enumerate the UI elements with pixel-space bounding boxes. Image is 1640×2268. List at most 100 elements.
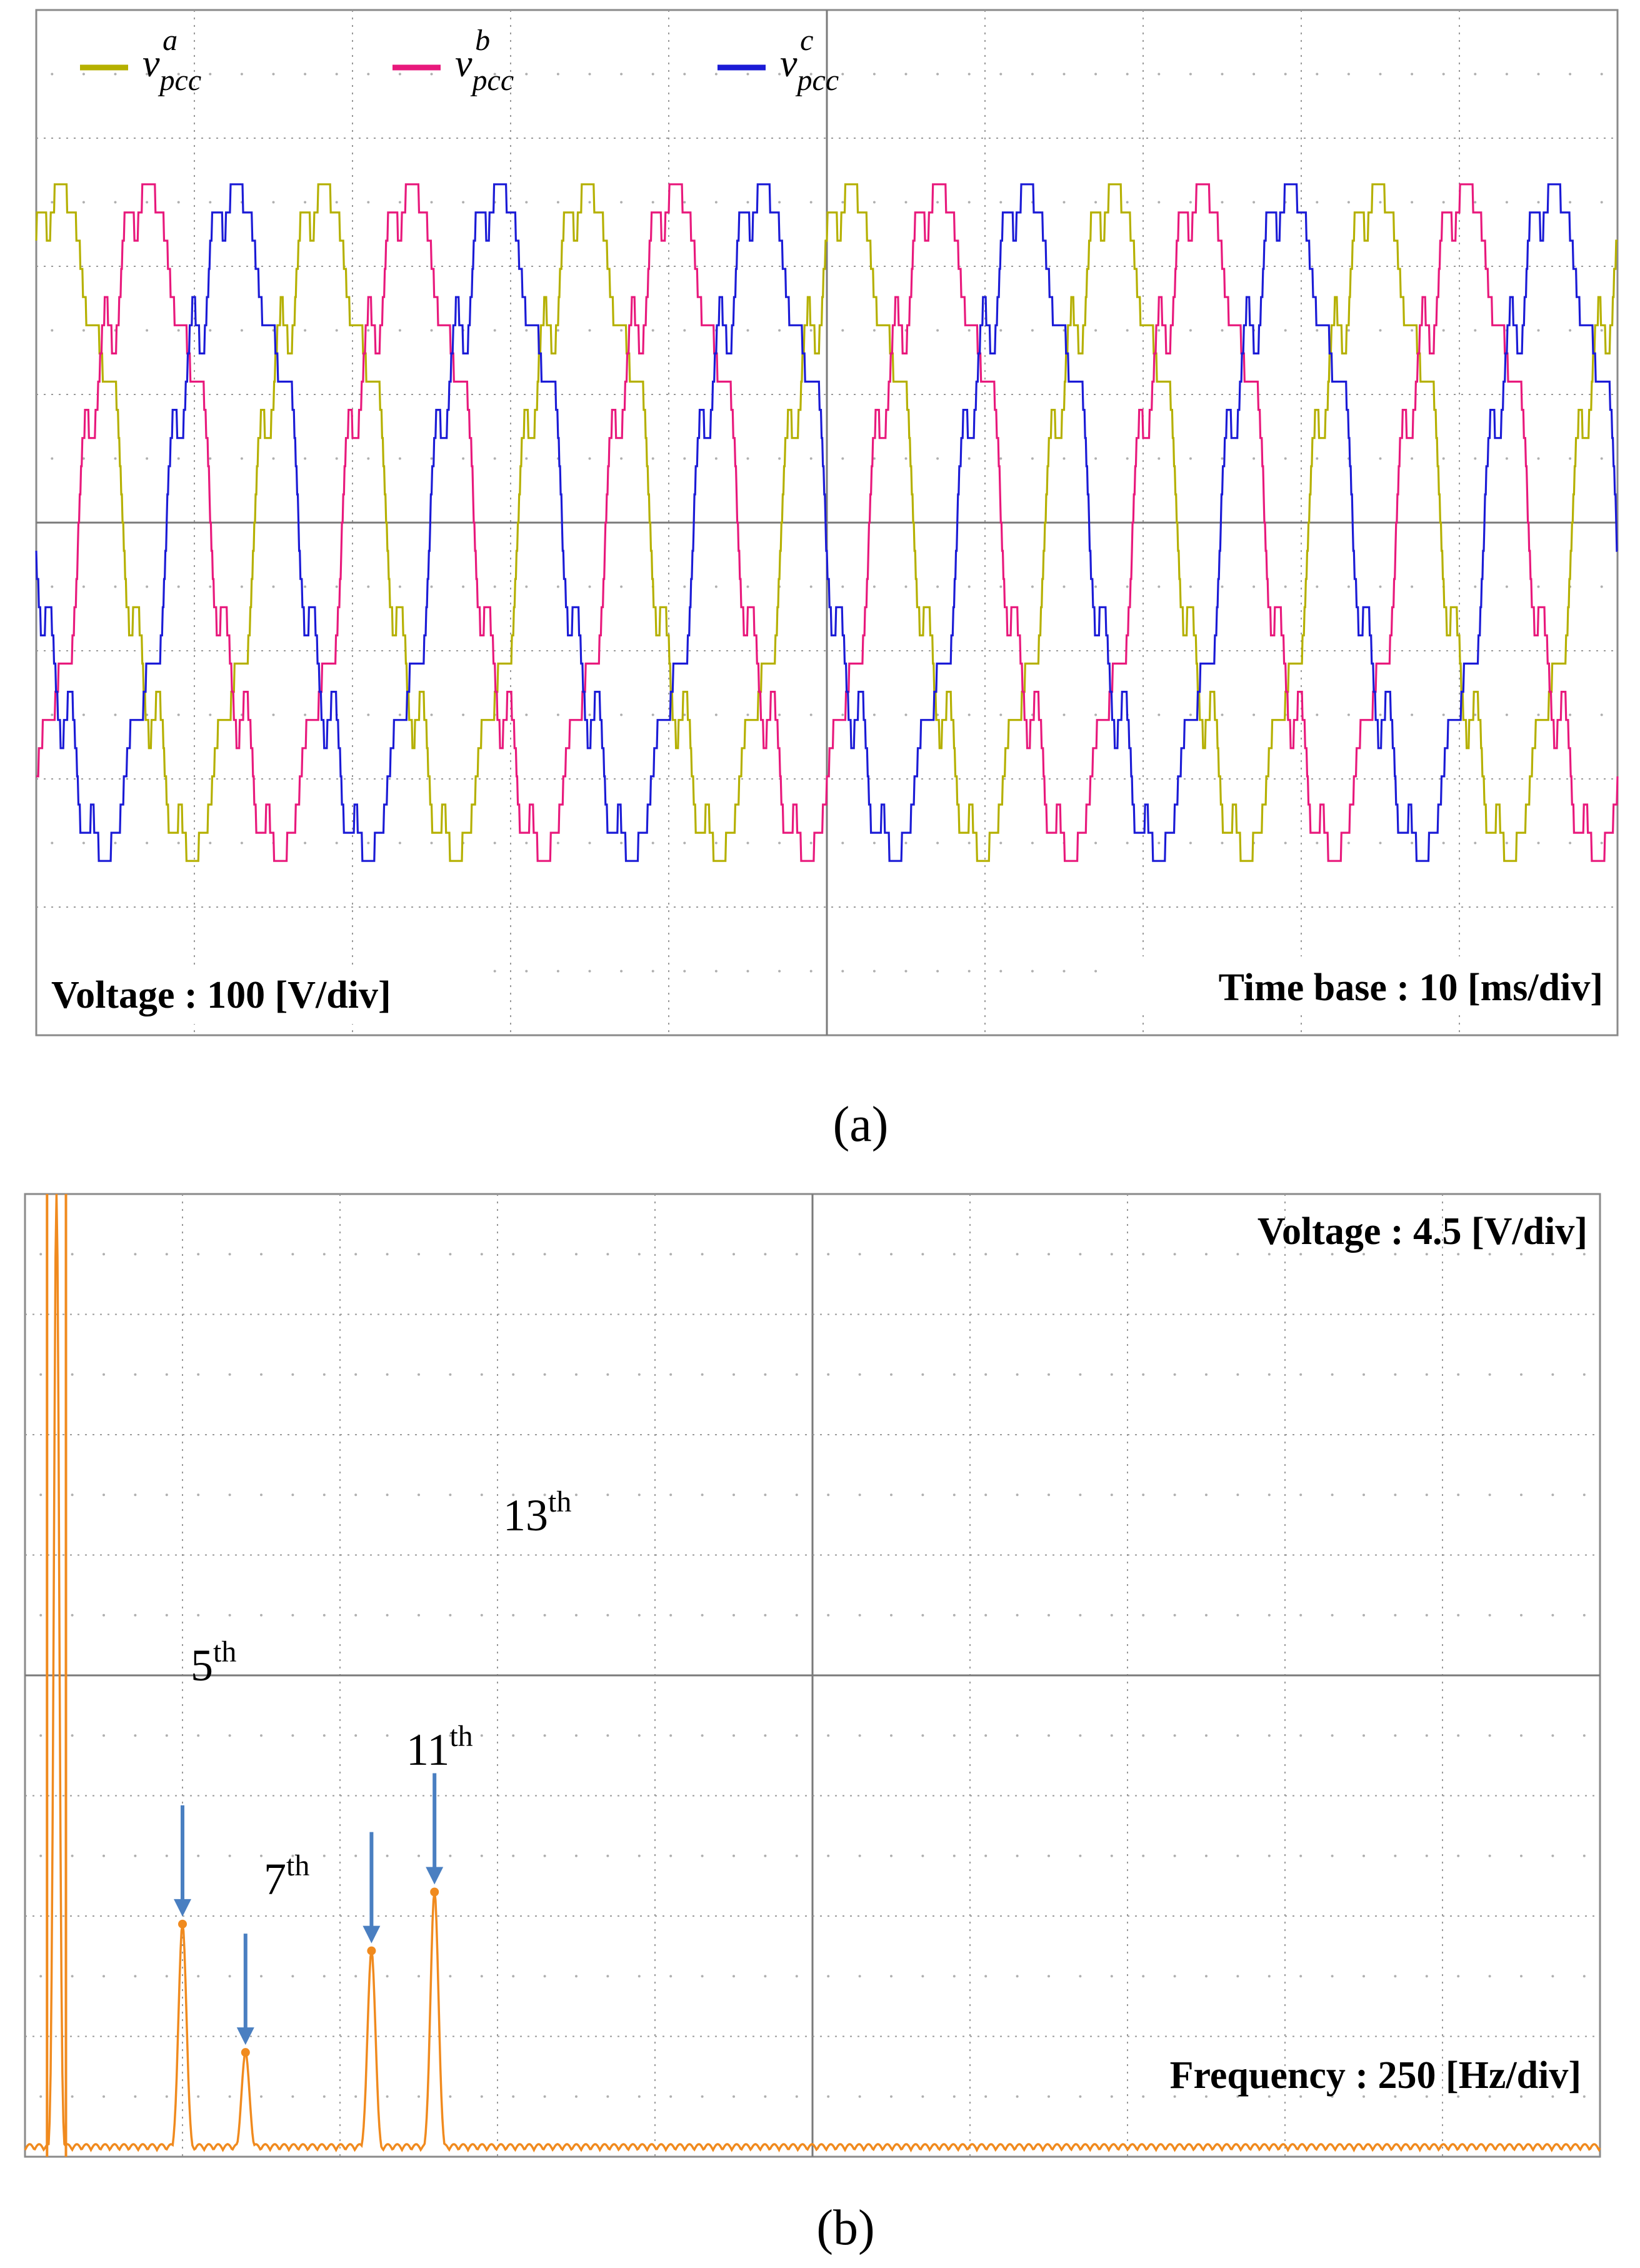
grid-dot — [146, 329, 149, 332]
grid-dot — [638, 1854, 641, 1857]
grid-dot — [1425, 1253, 1428, 1256]
grid-dot — [304, 329, 307, 332]
grid-dot — [114, 713, 117, 716]
grid-dot — [335, 457, 338, 460]
grid-dot — [827, 1613, 830, 1617]
grid-dot — [480, 1493, 483, 1497]
grid-dot — [430, 713, 433, 716]
grid-dot — [556, 713, 559, 716]
grid-dot — [480, 1734, 483, 1737]
grid-dot — [921, 1373, 924, 1376]
grid-dot — [746, 841, 749, 845]
grid-dot — [952, 1373, 956, 1376]
grid-dot — [809, 201, 812, 204]
grid-dot — [841, 713, 844, 716]
grid-dot — [1094, 201, 1098, 204]
grid-dot — [795, 1975, 798, 1978]
grid-dot — [872, 713, 876, 716]
grid-dot — [322, 1253, 326, 1256]
grid-dot — [764, 2095, 767, 2098]
grid-dot — [764, 1373, 767, 1376]
grid-dot — [1474, 841, 1477, 845]
grid-dot — [1252, 585, 1256, 588]
grid-dot — [1268, 1734, 1271, 1737]
grid-dot — [462, 457, 465, 460]
grid-dot — [890, 1734, 892, 1737]
grid-dot — [418, 2095, 420, 2098]
harmonic-label-13th: 13th — [503, 1485, 571, 1540]
grid-dot — [841, 970, 844, 973]
grid-dot — [732, 1613, 735, 1617]
grid-dot — [1048, 2095, 1050, 2098]
grid-dot — [354, 1975, 358, 1978]
grid-dot — [936, 201, 939, 204]
grid-dot — [606, 1734, 609, 1737]
grid-dot — [1316, 841, 1319, 845]
grid-dot — [543, 1373, 546, 1376]
grid-dot — [418, 1854, 420, 1857]
grid-dot — [968, 585, 971, 588]
grid-dot — [1221, 585, 1224, 588]
grid-dot — [1142, 1253, 1145, 1256]
grid-dot — [872, 970, 876, 973]
grid-dot — [1268, 1854, 1271, 1857]
grid-dot — [1488, 1613, 1491, 1617]
grid-dot — [1236, 1613, 1239, 1617]
grid-dot — [1221, 457, 1224, 460]
grid-dot — [999, 841, 1002, 845]
grid-dot — [606, 1975, 609, 1978]
grid-dot — [588, 841, 591, 845]
grid-dot — [39, 1854, 42, 1857]
grid-dot — [1173, 1975, 1176, 1978]
grid-dot — [209, 457, 212, 460]
grid-dot — [367, 73, 370, 76]
grid-dot — [1316, 73, 1319, 76]
grid-dot — [701, 1493, 704, 1497]
grid-dot — [1569, 841, 1572, 845]
voltage-scale-label-b: Voltage : 4.5 [V/div] — [1258, 1210, 1588, 1253]
grid-dot — [651, 201, 654, 204]
grid-dot — [778, 457, 781, 460]
grid-dot — [575, 1493, 578, 1497]
grid-dot — [291, 1493, 294, 1497]
grid-dot — [1048, 1493, 1050, 1497]
grid-dot — [778, 970, 781, 973]
grid-dot — [51, 457, 54, 460]
grid-dot — [1284, 841, 1287, 845]
grid-dot — [1268, 1613, 1271, 1617]
grid-dot — [1520, 1493, 1522, 1497]
grid-dot — [921, 1613, 924, 1617]
grid-dot — [430, 457, 433, 460]
grid-dot — [1474, 585, 1477, 588]
grid-dot — [556, 73, 559, 76]
grid-dot — [165, 1975, 168, 1978]
grid-dot — [1016, 1493, 1019, 1497]
grid-dot — [543, 1613, 546, 1617]
grid-dot — [1600, 713, 1603, 716]
grid-dot — [1110, 2095, 1113, 2098]
grid-dot — [512, 1373, 515, 1376]
grid-dot — [1394, 1373, 1397, 1376]
grid-dot — [1474, 329, 1477, 332]
grid-dot — [872, 73, 876, 76]
grid-dot — [1110, 1854, 1113, 1857]
grid-dot — [1016, 1373, 1019, 1376]
grid-dot — [1205, 1975, 1208, 1978]
grid-dot — [1347, 73, 1350, 76]
grid-dot — [1316, 713, 1319, 716]
grid-dot — [1126, 329, 1129, 332]
grid-dot — [1299, 1734, 1302, 1737]
grid-dot — [493, 585, 496, 588]
grid-dot — [556, 329, 559, 332]
grid-dot — [1551, 1253, 1554, 1256]
panel-a-grid — [36, 10, 1618, 1035]
grid-dot — [51, 329, 54, 332]
grid-dot — [1331, 1734, 1334, 1737]
grid-dot — [999, 585, 1002, 588]
grid-dot — [1079, 1253, 1082, 1256]
grid-dot — [1048, 1253, 1050, 1256]
grid-dot — [1457, 1493, 1460, 1497]
grid-dot — [968, 73, 971, 76]
grid-dot — [386, 2095, 389, 2098]
